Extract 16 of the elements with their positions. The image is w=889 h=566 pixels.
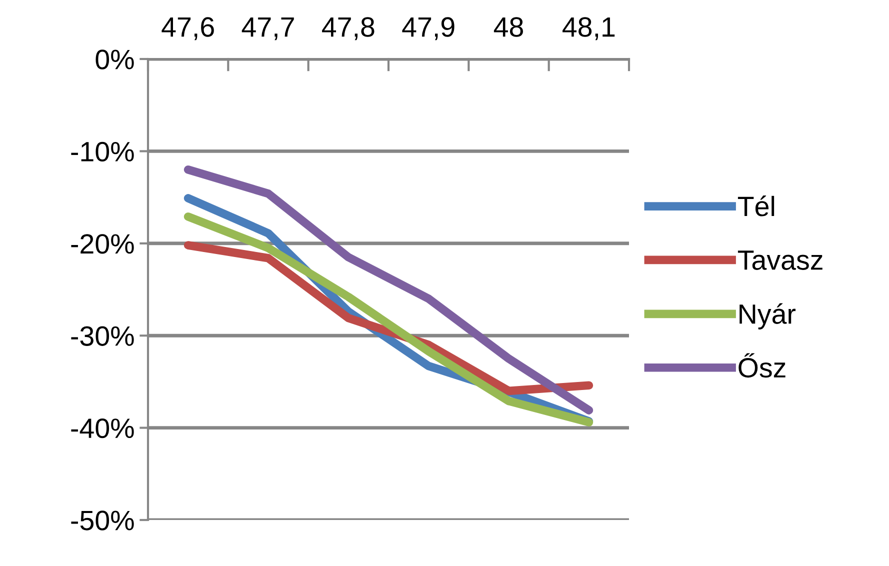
y-tick-label: -20% xyxy=(71,234,134,254)
y-tick-label: -40% xyxy=(71,418,134,438)
legend-label: Nyár xyxy=(740,303,796,330)
legend-label: Ősz xyxy=(738,353,786,378)
x-tick-label: 47,8 xyxy=(322,17,374,40)
y-tick-label: -30% xyxy=(71,326,134,346)
legend-label: Tél xyxy=(738,196,774,216)
x-tick-label: 47,6 xyxy=(162,17,214,40)
legend-label: Tavasz xyxy=(738,250,822,270)
x-tick-label: 48,1 xyxy=(562,17,615,40)
y-tick-label: -50% xyxy=(71,510,134,530)
x-tick-label: 47,7 xyxy=(242,17,294,40)
y-tick-label: 0% xyxy=(96,50,134,70)
y-tick-label: -10% xyxy=(71,142,134,162)
x-tick-label: 48 xyxy=(494,17,523,37)
x-tick-label: 47,9 xyxy=(402,17,454,40)
